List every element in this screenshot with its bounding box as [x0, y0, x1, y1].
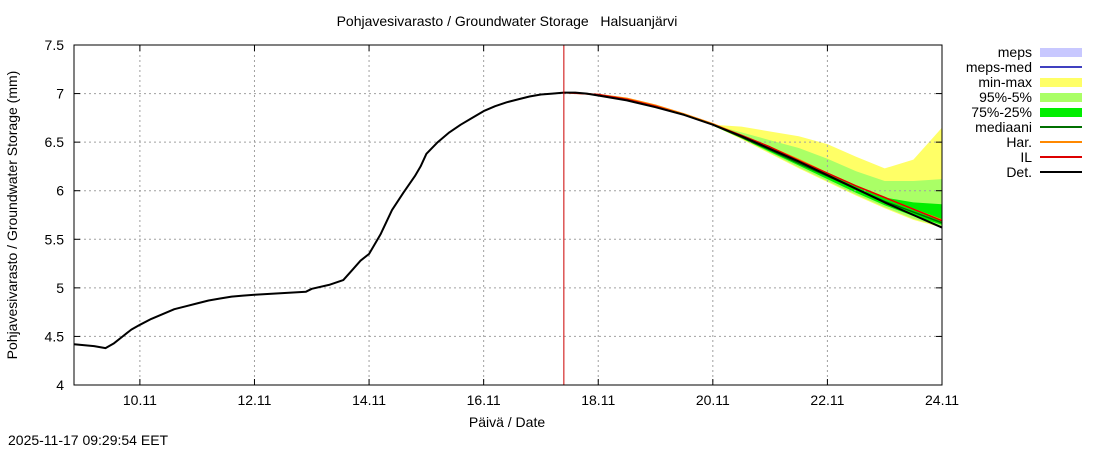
series-line-det- — [73, 91, 943, 350]
y-tick-label: 7 — [56, 86, 64, 102]
x-tick-label: 12.11 — [237, 392, 271, 408]
legend-swatch — [1040, 93, 1082, 102]
legend-label: Det. — [1006, 164, 1032, 180]
legend-label: Har. — [1006, 134, 1032, 150]
y-tick-label: 5 — [56, 280, 64, 296]
grid-lines — [74, 45, 942, 385]
y-tick-label: 6.5 — [45, 134, 65, 150]
legend-swatch — [1040, 108, 1082, 117]
y-tick-label: 4 — [56, 377, 64, 393]
legend-label: min-max — [978, 74, 1032, 90]
x-tick-label: 24.11 — [925, 392, 959, 408]
y-tick-label: 6 — [56, 183, 64, 199]
data-lines — [73, 91, 943, 350]
legend-label: mediaani — [975, 119, 1032, 135]
y-tick-label: 4.5 — [45, 328, 65, 344]
axis-ticks: 10.11 12.11 14.11 16.11 18.11 20.11 22.11 24.11… — [45, 37, 960, 408]
timestamp: 2025-11-17 09:29:54 EET — [8, 432, 169, 448]
x-tick-label: 20.11 — [696, 392, 730, 408]
x-tick-label: 18.11 — [581, 392, 615, 408]
x-tick-label: 16.11 — [467, 392, 501, 408]
legend-label: IL — [1020, 149, 1032, 165]
legend-label: meps-med — [966, 59, 1032, 75]
legend-swatch — [1040, 78, 1082, 87]
x-tick-label: 10.11 — [123, 392, 157, 408]
legend-label: meps — [998, 44, 1032, 60]
y-tick-label: 7.5 — [45, 37, 65, 53]
chart-title: Pohjavesivarasto / Groundwater Storage H… — [337, 13, 678, 29]
legend-label: 95%-5% — [979, 89, 1032, 105]
x-axis-label: Päivä / Date — [469, 414, 545, 430]
legend-label: 75%-25% — [971, 104, 1032, 120]
plot-frame — [73, 44, 943, 386]
y-axis-label: Pohjavesivarasto / Groundwater Storage (… — [4, 71, 20, 360]
x-tick-label: 22.11 — [810, 392, 844, 408]
legend: mepsmeps-medmin-max95%-5%75%-25%mediaani… — [966, 44, 1082, 180]
legend-swatch — [1040, 48, 1082, 57]
x-tick-label: 14.11 — [352, 392, 386, 408]
y-tick-label: 5.5 — [45, 231, 65, 247]
